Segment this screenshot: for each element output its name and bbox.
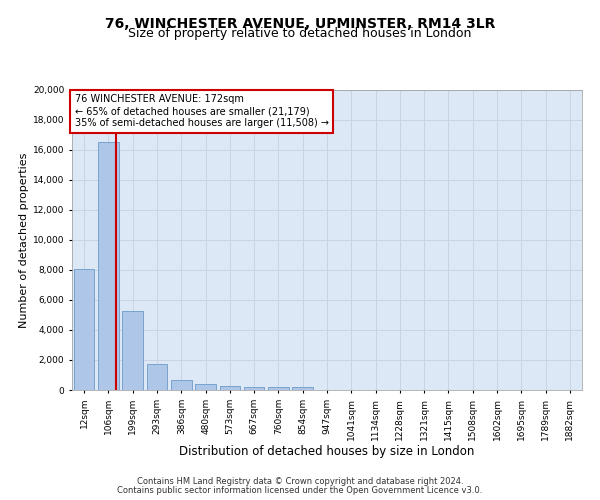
- Text: Contains public sector information licensed under the Open Government Licence v3: Contains public sector information licen…: [118, 486, 482, 495]
- X-axis label: Distribution of detached houses by size in London: Distribution of detached houses by size …: [179, 446, 475, 458]
- Bar: [146, 364, 167, 390]
- Text: 76 WINCHESTER AVENUE: 172sqm
← 65% of detached houses are smaller (21,179)
35% o: 76 WINCHESTER AVENUE: 172sqm ← 65% of de…: [74, 94, 329, 128]
- Bar: [171, 380, 191, 390]
- Bar: [244, 386, 265, 390]
- Y-axis label: Number of detached properties: Number of detached properties: [19, 152, 29, 328]
- Text: Size of property relative to detached houses in London: Size of property relative to detached ho…: [128, 28, 472, 40]
- Bar: [220, 386, 240, 390]
- Text: 76, WINCHESTER AVENUE, UPMINSTER, RM14 3LR: 76, WINCHESTER AVENUE, UPMINSTER, RM14 3…: [105, 18, 495, 32]
- Bar: [292, 387, 313, 390]
- Bar: [98, 142, 119, 390]
- Text: Contains HM Land Registry data © Crown copyright and database right 2024.: Contains HM Land Registry data © Crown c…: [137, 477, 463, 486]
- Bar: [74, 268, 94, 390]
- Bar: [195, 384, 216, 390]
- Bar: [268, 388, 289, 390]
- Bar: [122, 310, 143, 390]
